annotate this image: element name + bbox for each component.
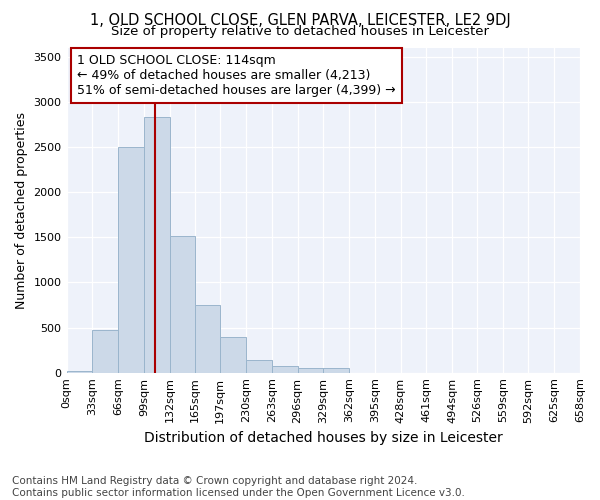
Text: Size of property relative to detached houses in Leicester: Size of property relative to detached ho… [111,25,489,38]
Bar [323,368,349,372]
Bar [92,330,118,372]
Text: Contains HM Land Registry data © Crown copyright and database right 2024.
Contai: Contains HM Land Registry data © Crown c… [12,476,465,498]
Bar [67,371,92,372]
Text: 1 OLD SCHOOL CLOSE: 114sqm
← 49% of detached houses are smaller (4,213)
51% of s: 1 OLD SCHOOL CLOSE: 114sqm ← 49% of deta… [77,54,395,97]
Bar [220,338,246,372]
X-axis label: Distribution of detached houses by size in Leicester: Distribution of detached houses by size … [144,431,503,445]
Text: 1, OLD SCHOOL CLOSE, GLEN PARVA, LEICESTER, LE2 9DJ: 1, OLD SCHOOL CLOSE, GLEN PARVA, LEICEST… [89,12,511,28]
Bar [170,236,195,372]
Bar [118,147,144,372]
Bar [272,366,298,372]
Y-axis label: Number of detached properties: Number of detached properties [15,112,28,308]
Bar [195,305,220,372]
Bar [246,360,272,372]
Bar [144,117,170,372]
Bar [298,368,323,372]
